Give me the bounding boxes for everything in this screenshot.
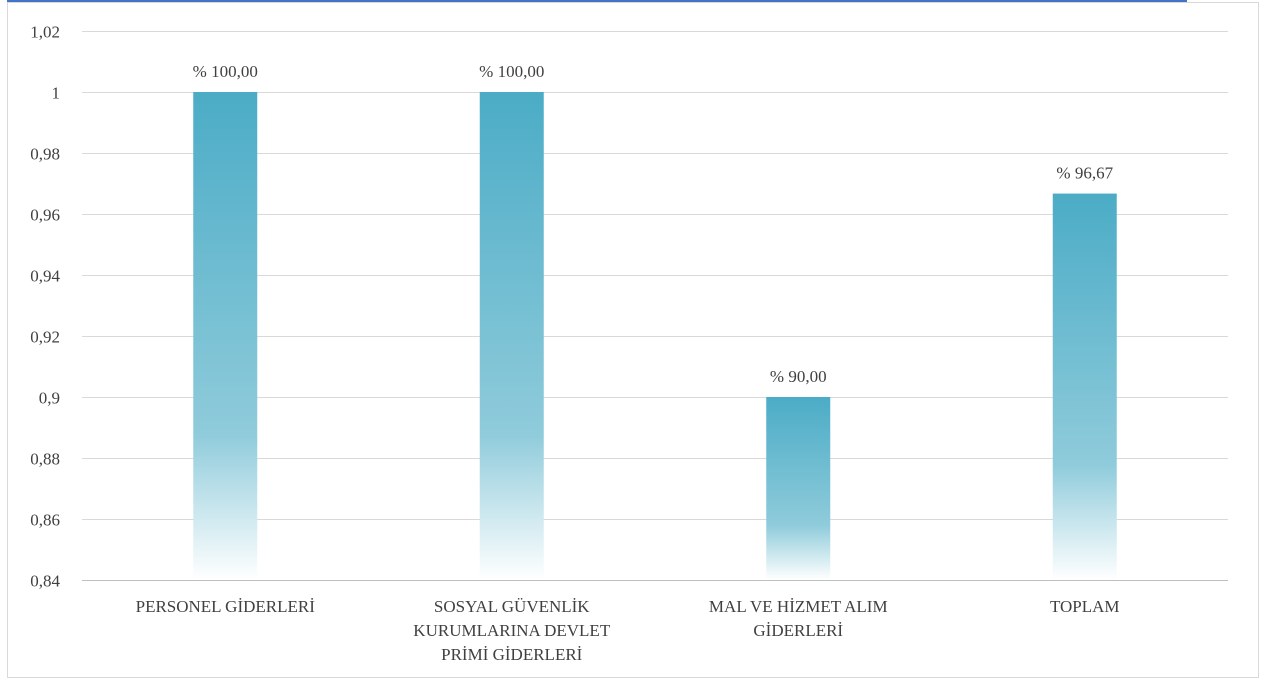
y-tick-label: 1,02 <box>30 23 60 42</box>
x-category-label: PRİMİ GİDERLERİ <box>441 645 583 664</box>
y-tick-label: 0,88 <box>30 450 60 469</box>
bar <box>766 397 831 580</box>
bars <box>193 92 1117 580</box>
x-category-label: GİDERLERİ <box>753 621 843 640</box>
gridlines <box>82 31 1228 581</box>
y-axis-ticks: 0,84 0,86 0,88 0,9 0,92 0,94 0,96 0,98 1 1,02 <box>30 23 60 591</box>
y-tick-label: 0,96 <box>30 206 60 225</box>
x-category-label: SOSYAL GÜVENLİK <box>434 597 590 616</box>
y-tick-label: 0,84 <box>30 572 60 591</box>
y-tick-label: 0,86 <box>30 511 60 530</box>
data-label: % 90,00 <box>770 367 827 386</box>
y-tick-label: 1 <box>52 84 61 103</box>
x-category-label: KURUMLARINA DEVLET <box>413 621 611 640</box>
bar <box>479 92 544 580</box>
bar <box>1052 193 1117 580</box>
x-category-label: MAL VE HİZMET ALIM <box>709 597 888 616</box>
data-label: % 100,00 <box>193 62 258 81</box>
data-label: % 100,00 <box>479 62 544 81</box>
x-axis-categories: PERSONEL GİDERLERİ SOSYAL GÜVENLİK KURUMLA… <box>136 597 1120 664</box>
x-category-label: PERSONEL GİDERLERİ <box>136 597 316 616</box>
y-tick-label: 0,92 <box>30 328 60 347</box>
y-tick-label: 0,94 <box>30 267 60 286</box>
y-tick-label: 0,9 <box>39 389 60 408</box>
top-accent-line <box>7 0 1187 2</box>
data-labels: % 100,00 % 100,00 % 90,00 % 96,67 <box>193 62 1114 386</box>
x-category-label: TOPLAM <box>1050 597 1120 616</box>
data-label: % 96,67 <box>1056 164 1113 183</box>
bar <box>193 92 258 580</box>
y-tick-label: 0,98 <box>30 145 60 164</box>
